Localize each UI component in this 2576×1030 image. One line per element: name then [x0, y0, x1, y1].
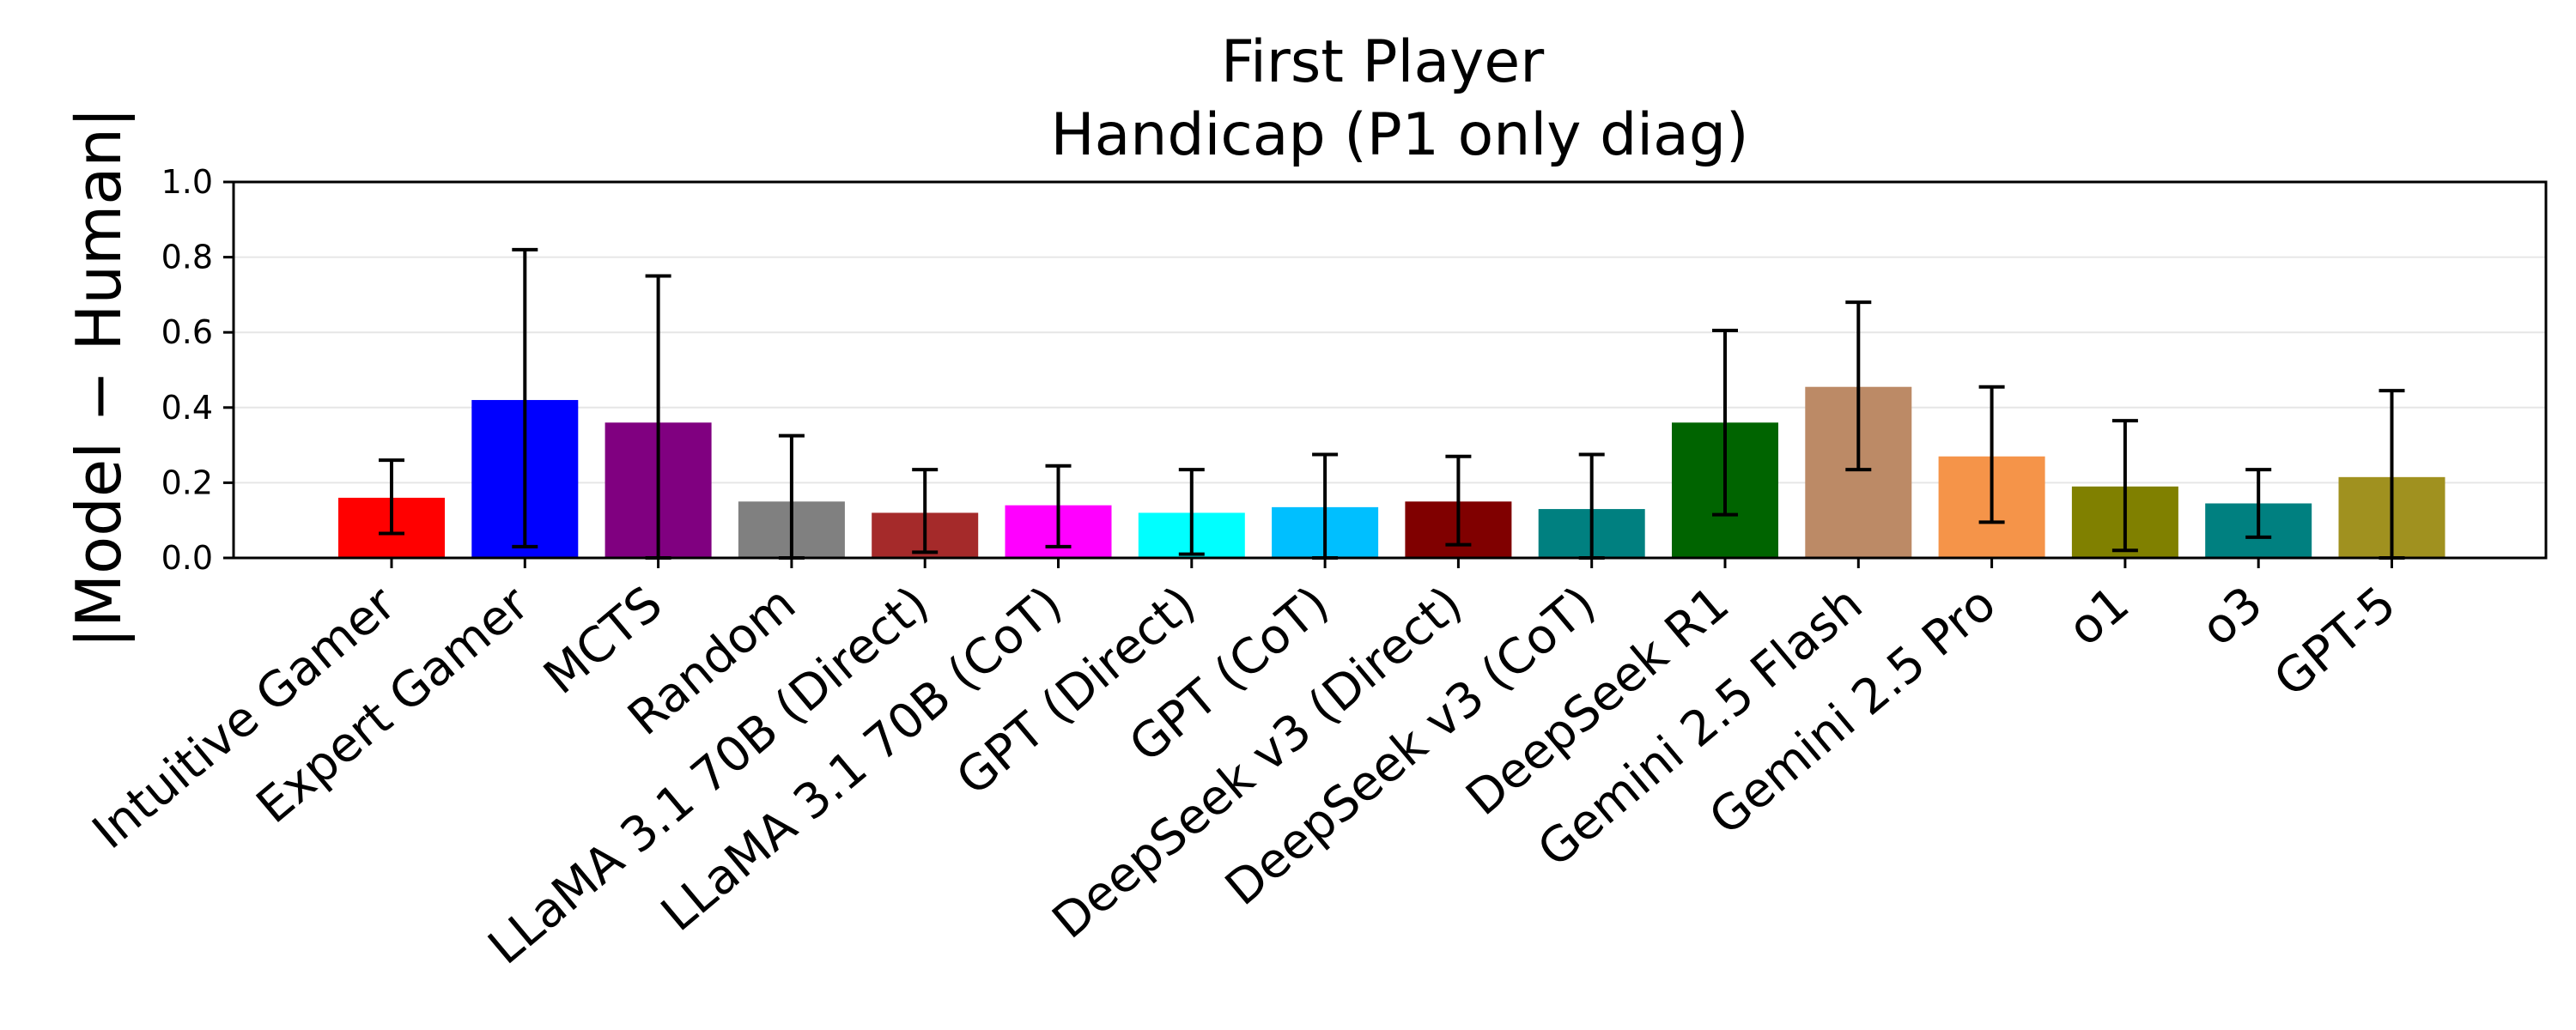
y-tick-label: 0.2 [161, 464, 213, 501]
plot-frame [232, 180, 2548, 560]
y-tick-label: 0.6 [161, 313, 213, 351]
y-ticks: 0.0 0.2 0.4 0.6 0.8 1.0 [161, 163, 234, 577]
y-tick-label: 0.0 [161, 539, 213, 577]
chart-title-line-1: First Player [1221, 28, 1544, 96]
error-bars [379, 247, 2405, 560]
y-axis-label: |Model − Human| [63, 107, 136, 648]
chart-title-line-2: Handicap (P1 only diag) [1050, 101, 1748, 169]
y-tick-label: 0.8 [161, 239, 213, 276]
y-tick-label: 0.4 [161, 389, 213, 427]
y-tick-label: 1.0 [161, 163, 213, 201]
